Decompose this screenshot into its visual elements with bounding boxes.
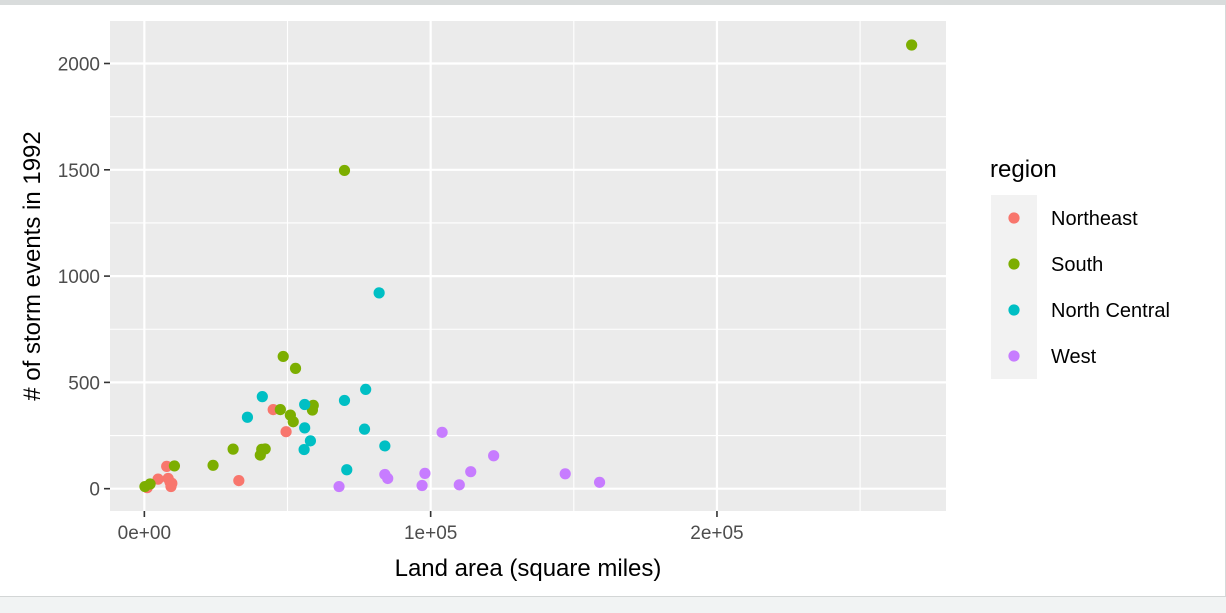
legend-key-west	[1008, 350, 1020, 362]
point-west	[416, 479, 428, 492]
point-north-central	[299, 422, 311, 434]
point-northeast	[152, 473, 164, 485]
point-west	[488, 450, 500, 462]
x-tick-label: 0e+00	[118, 523, 171, 544]
grid-major	[110, 21, 946, 511]
legend-label-northeast: Northeast	[1051, 208, 1138, 230]
legend-label-south: South	[1051, 254, 1103, 276]
y-tick-label: 0	[89, 480, 100, 501]
point-north-central	[299, 398, 311, 411]
point-south	[259, 443, 271, 455]
point-west	[559, 468, 571, 480]
point-south	[277, 350, 289, 363]
x-axis-title: Land area (square miles)	[395, 555, 662, 582]
point-west	[419, 467, 431, 479]
point-north-central	[256, 391, 268, 403]
axis-ticks	[104, 62, 718, 517]
y-axis-title: # of storm events in 1992	[19, 131, 46, 400]
y-tick-label: 1500	[58, 161, 100, 182]
point-north-central	[379, 440, 391, 452]
plot-panel	[110, 21, 946, 511]
legend-key-south	[1008, 258, 1020, 270]
point-south	[144, 478, 156, 490]
point-south	[289, 362, 302, 374]
axis-tick-labels: 0e+00 1e+05 2e+05 0 500 1000 1500 2000	[58, 55, 744, 544]
point-west	[382, 472, 394, 485]
point-west	[465, 466, 477, 478]
point-south	[906, 39, 918, 51]
point-west	[453, 479, 465, 491]
point-north-central	[241, 411, 254, 423]
legend-key-northeast	[1008, 212, 1020, 224]
point-south	[227, 443, 239, 455]
point-south	[207, 459, 219, 471]
y-tick-label: 2000	[58, 55, 100, 76]
point-northeast	[166, 477, 178, 489]
point-south	[274, 403, 286, 416]
point-northeast	[233, 475, 245, 487]
point-northeast	[280, 426, 292, 438]
bottom-scroll-strip	[0, 596, 1226, 613]
legend-key-north-central	[1008, 304, 1020, 316]
grid-minor	[110, 21, 946, 511]
legend-key-background	[991, 195, 1037, 379]
point-north-central	[341, 464, 353, 476]
legend-title: region	[990, 156, 1057, 183]
point-north-central	[360, 383, 372, 396]
legend-label-north-central: North Central	[1051, 300, 1170, 322]
point-north-central	[304, 435, 317, 447]
point-north-central	[358, 423, 371, 435]
point-south	[287, 416, 299, 428]
legend: region Northeast South North Central West	[990, 156, 1170, 379]
point-north-central	[298, 443, 310, 456]
point-north-central	[373, 287, 385, 299]
x-tick-label: 2e+05	[690, 523, 743, 544]
point-south	[338, 164, 351, 177]
y-tick-label: 1000	[58, 267, 100, 288]
point-west	[333, 480, 345, 493]
point-north-central	[338, 394, 351, 407]
x-tick-label: 1e+05	[404, 523, 457, 544]
point-west	[593, 476, 606, 488]
y-tick-label: 500	[68, 373, 100, 394]
point-south	[307, 399, 319, 411]
point-west	[436, 426, 448, 438]
point-south	[168, 460, 181, 472]
data-points	[139, 39, 918, 494]
legend-label-west: West	[1051, 346, 1097, 368]
